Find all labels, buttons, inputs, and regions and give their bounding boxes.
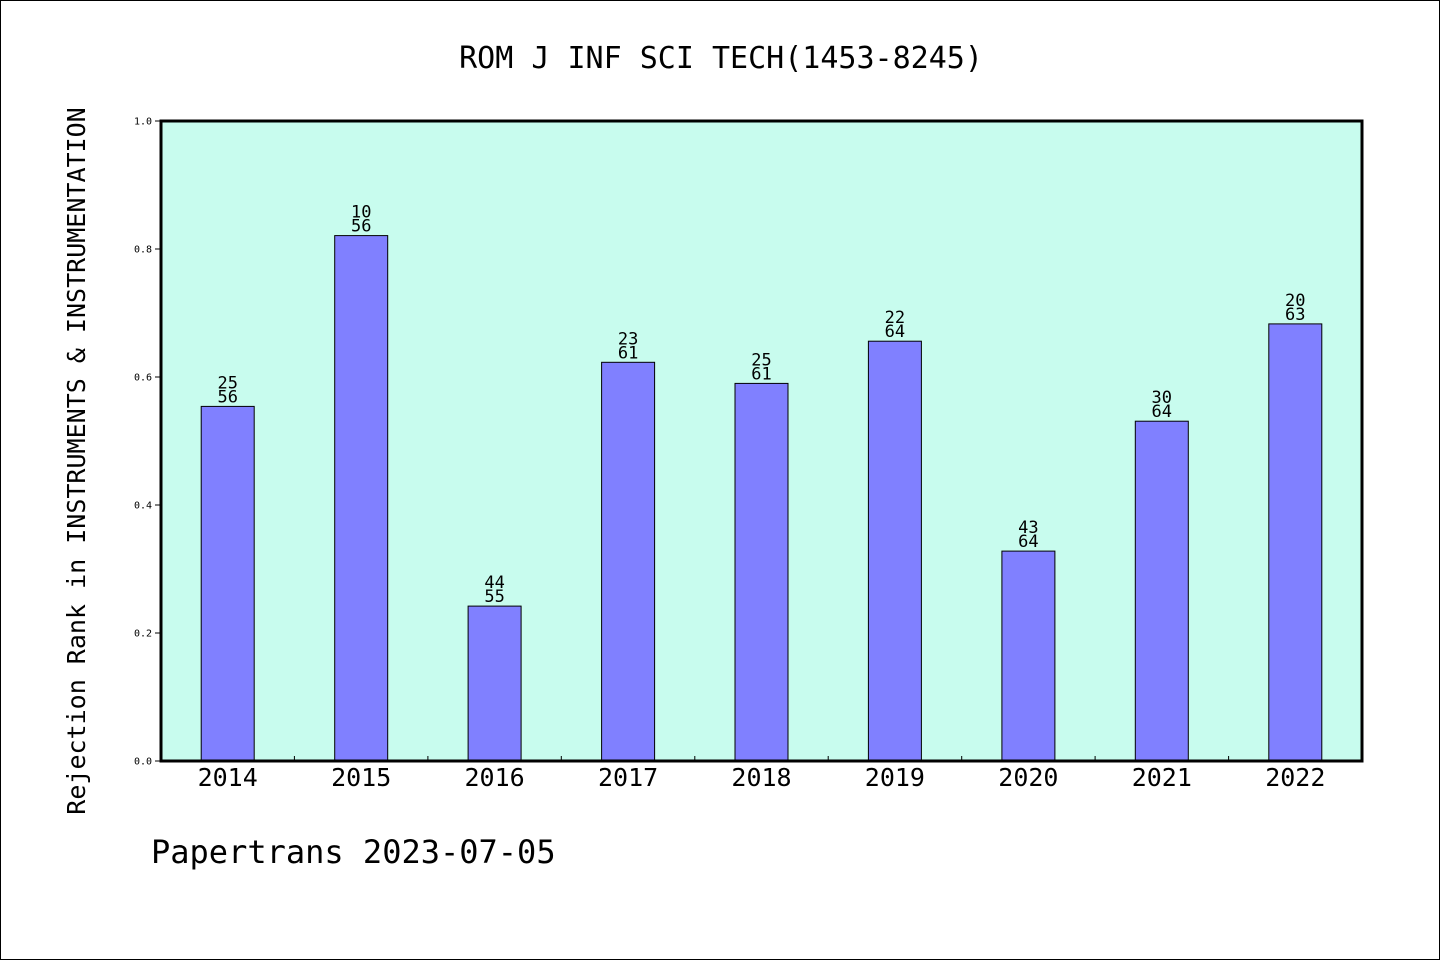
bar-2020 (1001, 550, 1056, 762)
y-axis-label: Rejection Rank in INSTRUMENTS & INSTRUME… (62, 107, 91, 814)
bar-label-bottom-2017: 61 (618, 343, 638, 363)
y-tick-label-0.6: 0.6 (134, 373, 152, 384)
x-tick-label-2019: 2019 (865, 763, 925, 792)
bar-label-top-2014: 25 (217, 373, 237, 393)
y-ticks-layer: 0.0 0.2 0.4 0.6 0.8 1.0 (134, 117, 161, 768)
bar-2018 (734, 382, 789, 762)
y-tick-label-1.0: 1.0 (134, 117, 152, 128)
x-tick-label-2020: 2020 (998, 763, 1058, 792)
bar-label-top-2017: 23 (618, 329, 638, 349)
bar-label-bottom-2016: 55 (484, 587, 504, 607)
x-tick-label-2016: 2016 (464, 763, 524, 792)
bar-label-bottom-2020: 64 (1018, 532, 1038, 552)
bar-label-top-2019: 22 (885, 308, 905, 328)
bar-label-top-2018: 25 (751, 350, 771, 370)
x-tick-label-2015: 2015 (331, 763, 391, 792)
bar-label-bottom-2015: 56 (351, 217, 371, 237)
footer-credit: Papertrans 2023-07-05 (151, 833, 556, 871)
bar-label-top-2015: 10 (351, 203, 371, 223)
y-tick-label-0.8: 0.8 (134, 245, 152, 256)
bar-label-bottom-2022: 63 (1285, 305, 1305, 325)
bar-2016 (467, 605, 522, 762)
bar-2017 (601, 361, 656, 762)
bars-layer (200, 235, 1323, 762)
bar-label-top-2016: 44 (484, 573, 504, 593)
x-tick-label-2022: 2022 (1265, 763, 1325, 792)
bar-2021 (1134, 420, 1189, 762)
x-ticks-layer: 2014 2015 2016 2017 2018 2019 2020 2021 2022 (198, 756, 1325, 792)
bar-label-bottom-2014: 56 (217, 387, 237, 407)
x-tick-label-2018: 2018 (731, 763, 791, 792)
x-tick-label-2021: 2021 (1132, 763, 1192, 792)
y-tick-label-0.4: 0.4 (134, 501, 152, 512)
bar-2014 (200, 405, 255, 762)
bar-label-bottom-2021: 64 (1152, 402, 1172, 422)
bar-label-bottom-2019: 64 (885, 322, 905, 342)
y-tick-label-0.0: 0.0 (134, 757, 152, 768)
bar-label-top-2020: 43 (1018, 518, 1038, 538)
bar-label-top-2022: 20 (1285, 291, 1305, 311)
y-tick-label-0.2: 0.2 (134, 629, 152, 640)
x-tick-label-2014: 2014 (198, 763, 258, 792)
x-tick-label-2017: 2017 (598, 763, 658, 792)
bar-2015 (334, 235, 389, 762)
bar-label-bottom-2018: 61 (751, 364, 771, 384)
bar-2022 (1268, 323, 1323, 762)
chart-title: ROM J INF SCI TECH(1453-8245) (459, 41, 983, 76)
bar-label-top-2021: 30 (1152, 388, 1172, 408)
plot-frame (159, 119, 1364, 763)
bar-2019 (867, 340, 922, 762)
